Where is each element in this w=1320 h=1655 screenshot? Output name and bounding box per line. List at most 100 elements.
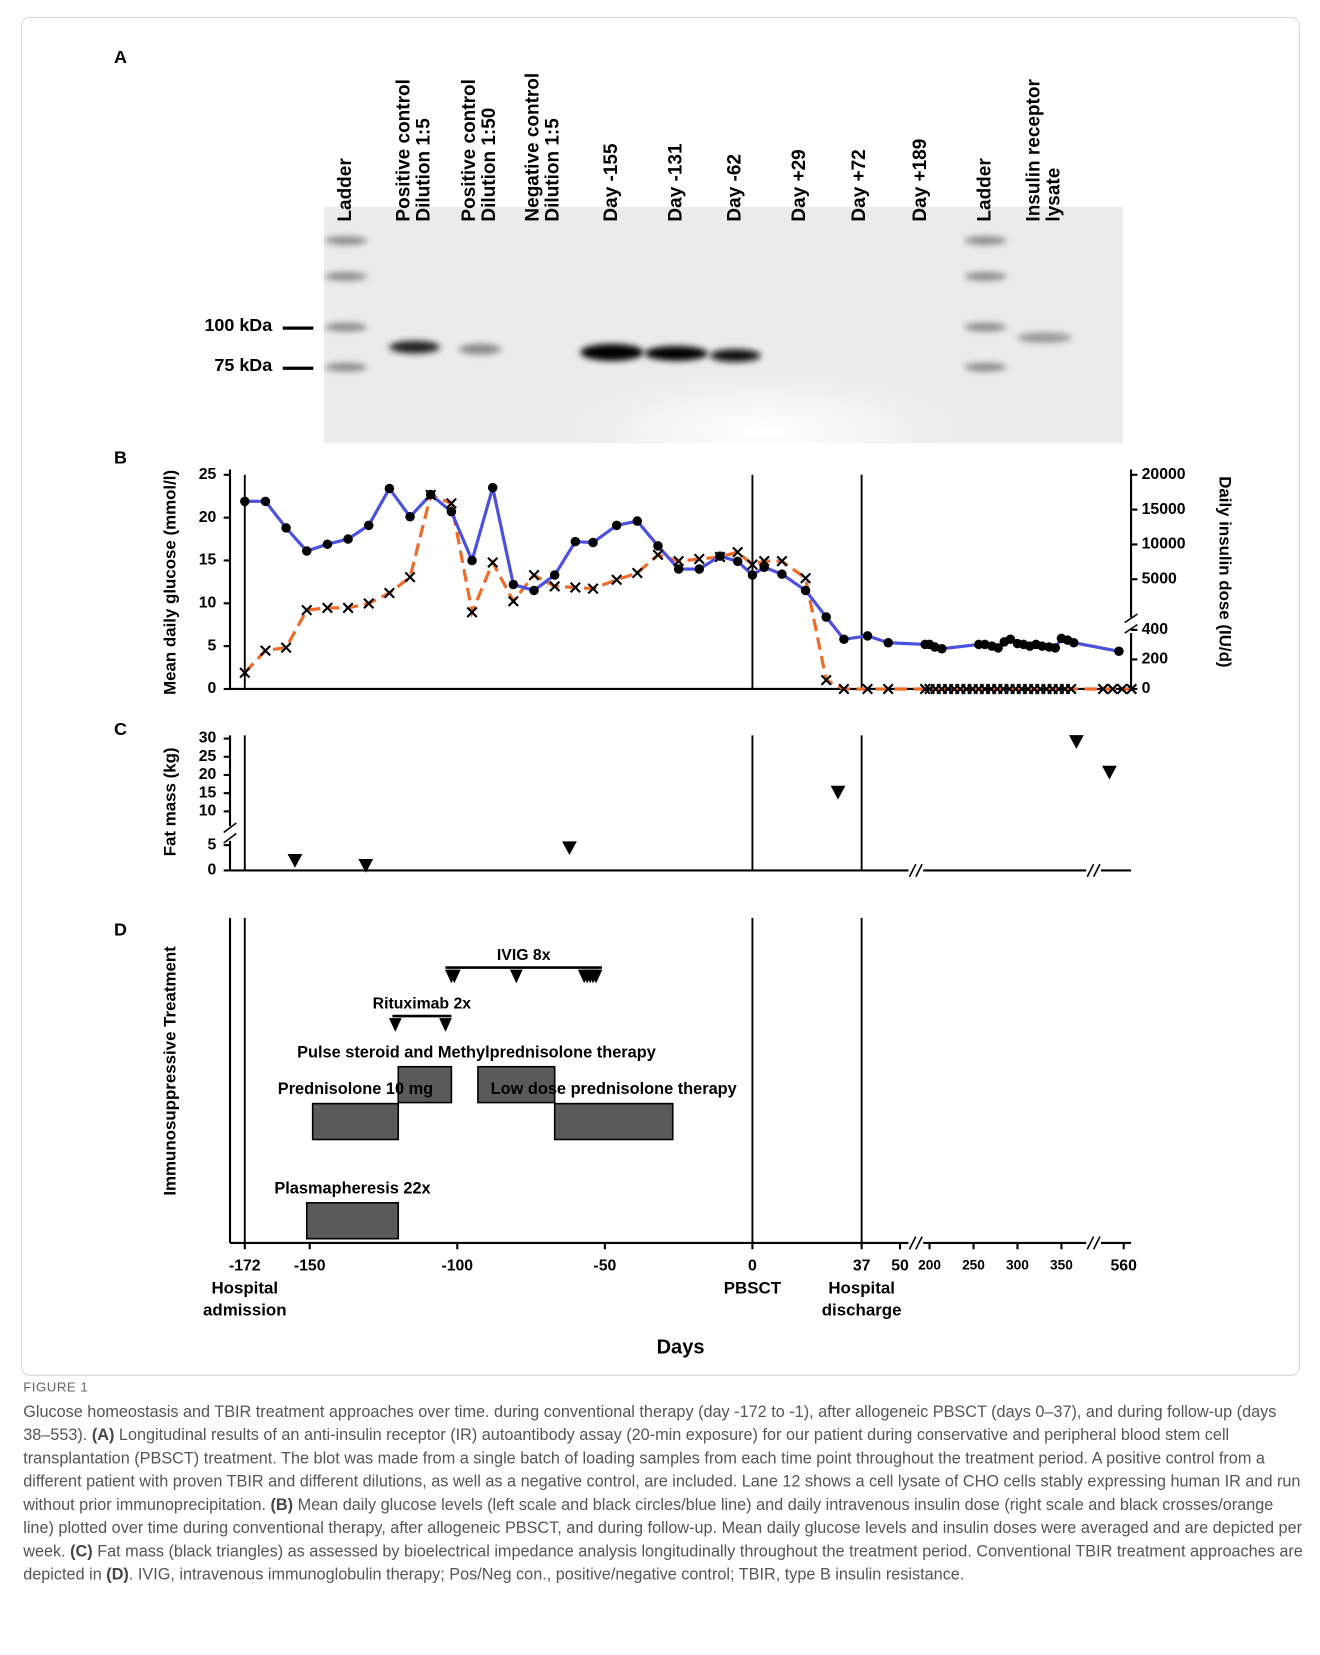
therapy-label: Pulse steroid and Methylprednisolone the… [297, 1043, 656, 1061]
ladder-band [325, 236, 367, 244]
y-tick-label: 0 [207, 680, 216, 697]
lane-label: Dilution 1:5 [542, 118, 563, 222]
caption-text: (D) [106, 1566, 129, 1584]
ladder-band [964, 236, 1006, 244]
protein-band [1017, 332, 1072, 343]
protein-band [389, 341, 440, 354]
marker [261, 497, 270, 506]
axis-break [909, 1237, 915, 1250]
marker [281, 523, 290, 532]
marker [261, 646, 270, 655]
marker [343, 534, 352, 543]
lane-label: Insulin receptor [1024, 79, 1045, 222]
y2-axis-title: Daily insulin dose (IU/d) [1215, 476, 1234, 667]
y-tick-label: 20 [199, 766, 217, 783]
ladder-band [325, 272, 367, 280]
panel-letter: D [114, 919, 127, 939]
y-axis-title: Fat mass (kg) [160, 747, 179, 856]
axis-break [909, 864, 915, 877]
ladder-band [325, 363, 367, 371]
axis-break [1094, 1237, 1100, 1250]
marker [488, 483, 497, 492]
figure-page: ALadderPositive controlDilution 1:5Posit… [0, 0, 1320, 1654]
y2-tick-label: 20000 [1142, 466, 1186, 483]
marker [467, 556, 476, 565]
marker [288, 854, 303, 868]
therapy-bar [307, 1203, 398, 1239]
marker [364, 521, 373, 530]
caption-text: (B) [271, 1496, 294, 1514]
ladder-band [964, 363, 1006, 371]
x-tick-label: -150 [294, 1257, 326, 1274]
y-tick-label: 20 [199, 509, 217, 526]
infusion-label: IVIG 8x [497, 947, 551, 964]
x-tick-label: 37 [853, 1257, 871, 1274]
dose-marker [510, 970, 523, 984]
dose-marker [439, 1018, 452, 1032]
lane-label: lysate [1044, 168, 1065, 222]
axis-break [1094, 864, 1100, 877]
caption-text: . IVIG, intravenous immunoglobulin thera… [129, 1566, 965, 1584]
marker [863, 631, 872, 640]
marker [695, 564, 704, 573]
ladder-band [325, 323, 367, 331]
x-tick-label: 350 [1050, 1258, 1073, 1273]
axis-break [1087, 864, 1093, 877]
lane-label: Dilution 1:50 [479, 108, 500, 222]
ladder-band [964, 272, 1006, 280]
marker [385, 484, 394, 493]
event-label: Hospital admission [196, 1278, 293, 1322]
panel-letter: A [114, 47, 127, 67]
axis-break [1087, 1237, 1093, 1250]
series-line [245, 495, 1132, 689]
lane-label: Ladder [335, 158, 356, 222]
figure-label: FIGURE 1 [23, 1380, 88, 1395]
y2-tick-label: 10000 [1142, 536, 1186, 553]
y-tick-label: 25 [199, 466, 217, 483]
lane-label: Negative control [522, 73, 543, 222]
marker [1114, 647, 1123, 656]
x-tick-label: -100 [441, 1257, 473, 1274]
marker [1069, 735, 1084, 749]
x-tick-label: 200 [918, 1258, 941, 1273]
event-label: Hospital discharge [813, 1278, 910, 1322]
marker [831, 786, 846, 800]
marker [588, 538, 597, 547]
x-tick-label: 0 [748, 1257, 757, 1274]
lane-label: Day +72 [849, 149, 870, 221]
y-tick-label: 25 [199, 748, 217, 765]
marker [1051, 643, 1060, 652]
therapy-label: Plasmapheresis 22x [274, 1179, 430, 1197]
y2-tick-label: 5000 [1142, 570, 1177, 587]
panel-letter: C [114, 719, 127, 739]
lane-label: Day -131 [665, 143, 686, 222]
protein-band [459, 344, 501, 355]
y-tick-label: 5 [207, 637, 216, 654]
marker [748, 570, 757, 579]
marker [801, 573, 810, 582]
therapy-label: Prednisolone 10 mg [278, 1080, 433, 1098]
marker [883, 638, 892, 647]
marker [612, 521, 621, 530]
marker [571, 537, 580, 546]
marker [839, 635, 848, 644]
marker [562, 841, 577, 855]
x-tick-label: 50 [891, 1257, 909, 1274]
axis-break [916, 1237, 922, 1250]
x-tick-label: 300 [1006, 1258, 1029, 1273]
y-tick-label: 30 [199, 730, 217, 747]
x-tick-label: 250 [962, 1258, 985, 1273]
x-tick-label: -50 [593, 1257, 616, 1274]
marker [937, 644, 946, 653]
therapy-bar [313, 1104, 399, 1140]
y-tick-label: 0 [207, 862, 216, 879]
ladder-band [964, 323, 1006, 331]
therapy-bar [555, 1104, 673, 1140]
y-axis-title: Immunosuppressive Treatment [160, 946, 179, 1196]
therapy-label: Low dose prednisolone therapy [491, 1080, 737, 1098]
marker [323, 539, 332, 548]
marker [447, 507, 456, 516]
marker [801, 586, 810, 595]
size-marker: 100 kDa [204, 315, 273, 335]
